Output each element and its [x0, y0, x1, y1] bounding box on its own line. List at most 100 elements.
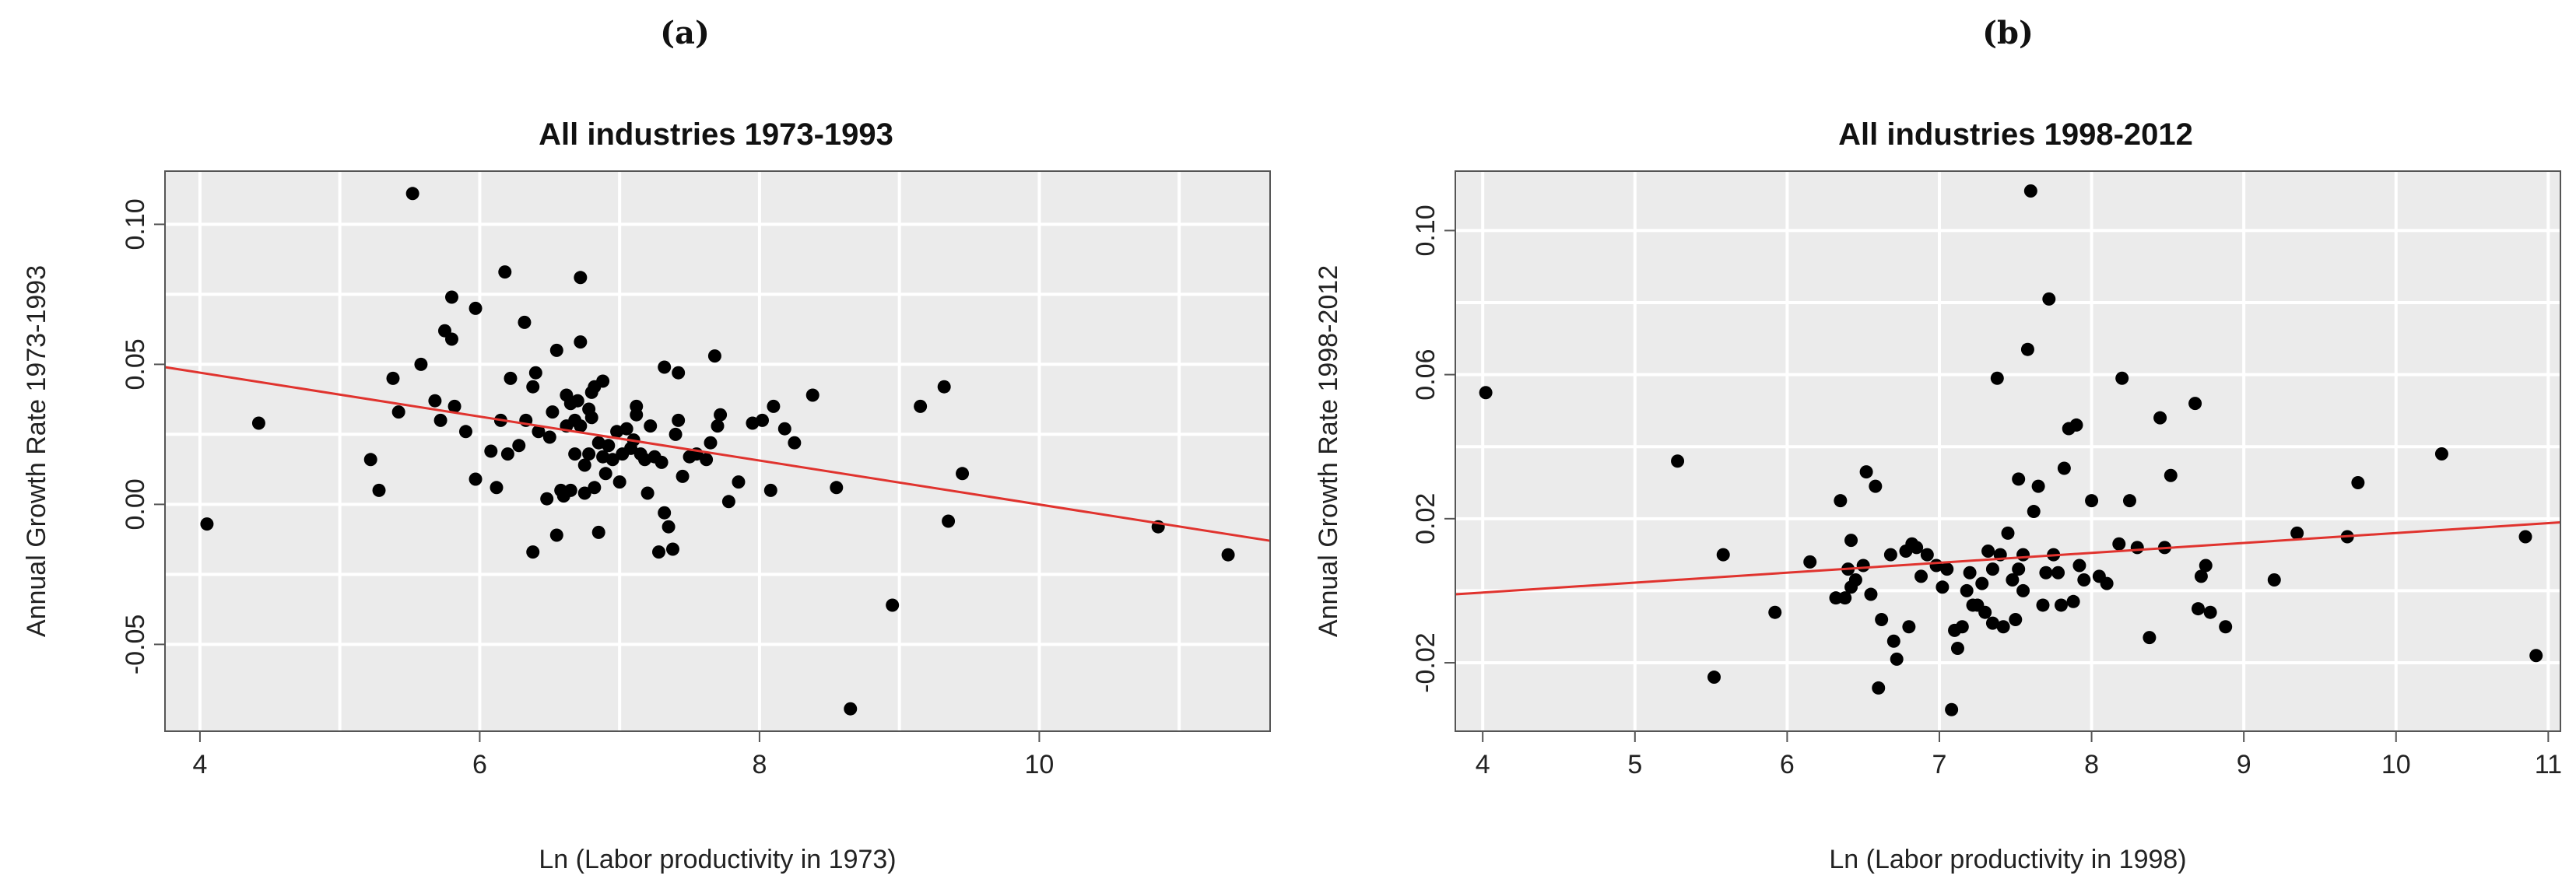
chart-a-point-43 [570, 394, 584, 408]
chart-a-point-2 [363, 453, 377, 467]
chart-a-point-91 [714, 408, 728, 422]
chart-a-point-28 [528, 366, 542, 380]
chart-a-point-75 [652, 545, 666, 559]
chart-a-point-83 [672, 413, 686, 427]
chart-b-point-80 [2164, 468, 2178, 482]
chart-a-point-21 [500, 447, 514, 461]
chart-b-ticks: 4 5 6 7 8 9 10 11 -0.02 0.02 0.06 0.10 [1411, 205, 2562, 779]
chart-a-point-72 [640, 486, 655, 500]
chart-a-point-54 [588, 481, 602, 495]
chart-a-point-95 [756, 413, 770, 427]
chart-a-point-69 [630, 399, 644, 413]
chart-a-point-15 [469, 301, 483, 315]
chart-a-point-39 [563, 483, 577, 497]
chart-b-point-27 [1920, 548, 1934, 562]
chart-b-xtick-label-1: 5 [1627, 750, 1642, 779]
chart-b-point-12 [1848, 573, 1862, 587]
chart-b-points [1479, 184, 2543, 716]
chart-a-ytick-label-0: -0.05 [121, 615, 150, 675]
chart-a-point-90 [711, 419, 725, 433]
panel-a: (a) All industries 1973-1993 4 6 8 10 -0.05 0… [22, 15, 1271, 874]
chart-a-points [200, 187, 1235, 716]
chart-b-point-64 [2057, 461, 2071, 475]
chart-a-point-92 [721, 495, 735, 509]
chart-a-point-84 [676, 469, 690, 483]
chart-a-point-73 [644, 419, 658, 433]
chart-b-point-41 [1981, 544, 1995, 558]
chart-b-point-51 [2012, 562, 2026, 576]
chart-a-point-31 [542, 430, 556, 444]
chart-b-point-50 [2012, 472, 2026, 486]
chart-a-xtick-label-2: 8 [752, 750, 767, 779]
chart-a-point-32 [546, 405, 560, 419]
chart-b-point-60 [2042, 292, 2056, 306]
chart-b-point-92 [2518, 530, 2532, 544]
chart-b-point-57 [2031, 479, 2045, 493]
chart-a-point-107 [956, 467, 970, 481]
chart-a-point-5 [391, 405, 405, 419]
chart-b-point-17 [1872, 681, 1886, 695]
chart-a-point-101 [830, 481, 844, 495]
chart-b-point-26 [1914, 569, 1928, 583]
chart-a-point-14 [458, 425, 472, 439]
chart-a-point-88 [704, 436, 718, 450]
chart-a-point-23 [512, 439, 526, 453]
chart-b-point-86 [2219, 620, 2233, 634]
chart-b-point-54 [2020, 342, 2034, 356]
chart-b-xtick-label-0: 4 [1476, 750, 1490, 779]
chart-b-point-73 [2112, 537, 2126, 551]
chart-a-regression-line [164, 366, 1271, 542]
chart-a-point-52 [584, 411, 598, 425]
chart-a-xlabel: Ln (Labor productivity in 1973) [539, 845, 896, 874]
chart-a-point-27 [526, 380, 540, 394]
chart-a-point-97 [767, 399, 781, 413]
chart-b-point-82 [2191, 602, 2205, 616]
chart-b-xtick-label-7: 11 [2535, 750, 2562, 779]
chart-a-point-17 [484, 444, 498, 458]
chart-b-point-4 [1768, 605, 1782, 619]
chart-a-point-102 [844, 702, 858, 716]
chart-b-point-43 [1985, 562, 1999, 576]
chart-b-xtick-label-5: 9 [2237, 750, 2251, 779]
chart-b-point-23 [1902, 620, 1916, 634]
chart-b-point-78 [2153, 411, 2167, 425]
chart-b-point-63 [2054, 598, 2068, 612]
chart-a-point-96 [763, 483, 777, 497]
chart-a-ticks: 4 6 8 10 -0.05 0.00 0.05 0.10 [121, 198, 1054, 779]
chart-a-point-16 [469, 472, 483, 486]
chart-a-ytick-label-3: 0.10 [121, 198, 150, 250]
chart-a-point-57 [596, 374, 610, 388]
chart-b-point-91 [2434, 446, 2448, 461]
chart-b-point-85 [2203, 605, 2217, 619]
chart-a-point-18 [490, 481, 504, 495]
panel-a-letter: (a) [660, 15, 710, 51]
chart-b-xlabel: Ln (Labor productivity in 1998) [1829, 845, 2186, 874]
chart-b-point-53 [2016, 583, 2030, 597]
chart-a-point-81 [669, 427, 683, 441]
chart-a-point-89 [707, 349, 721, 363]
panel-b: (b) All industries 1998-2012 4 5 6 7 8 9 10 11 -… [1314, 15, 2562, 874]
chart-b-point-58 [2036, 598, 2050, 612]
chart-b-point-68 [2072, 559, 2086, 573]
chart-b-point-29 [1936, 580, 1950, 594]
chart-b-point-6 [1829, 591, 1843, 605]
chart-b-point-40 [1978, 605, 1992, 619]
chart-a-xtick-label-3: 10 [1025, 750, 1055, 779]
chart-b-point-87 [2267, 573, 2281, 587]
chart-a-point-65 [619, 422, 633, 436]
chart-b-point-2 [1707, 671, 1721, 685]
chart-a-point-105 [937, 380, 951, 394]
chart-b-point-8 [1838, 591, 1852, 605]
chart-b-point-88 [2290, 526, 2304, 540]
chart-b-point-0 [1479, 386, 1493, 400]
chart-a-point-34 [549, 528, 563, 542]
chart-a-point-104 [914, 399, 928, 413]
chart-b-xtick-label-4: 8 [2084, 750, 2099, 779]
chart-b-point-31 [1945, 702, 1959, 716]
chart-a-ytick-label-1: 0.00 [121, 478, 150, 530]
chart-b-point-5 [1803, 555, 1817, 569]
chart-b-point-81 [2188, 397, 2202, 411]
chart-a-ylabel: Annual Growth Rate 1973-1993 [22, 265, 51, 637]
chart-a-point-13 [444, 332, 458, 346]
